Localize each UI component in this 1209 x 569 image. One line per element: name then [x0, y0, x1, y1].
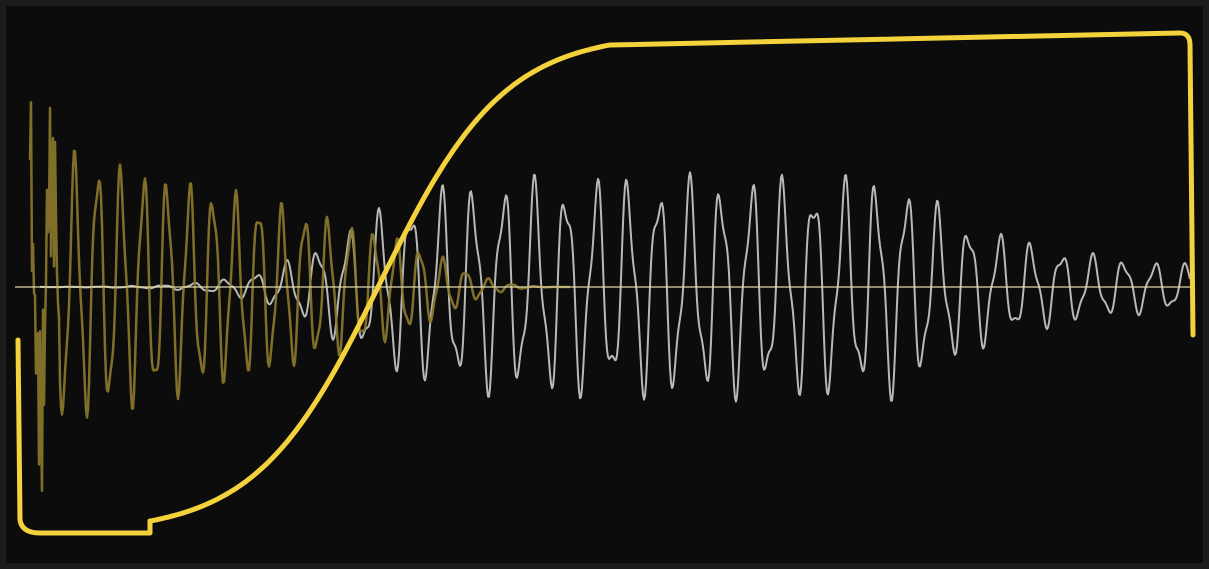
- fade-in-waveform: [40, 171, 1191, 403]
- crossfade-curve: [15, 30, 1196, 536]
- fade-out-waveform: [28, 101, 571, 493]
